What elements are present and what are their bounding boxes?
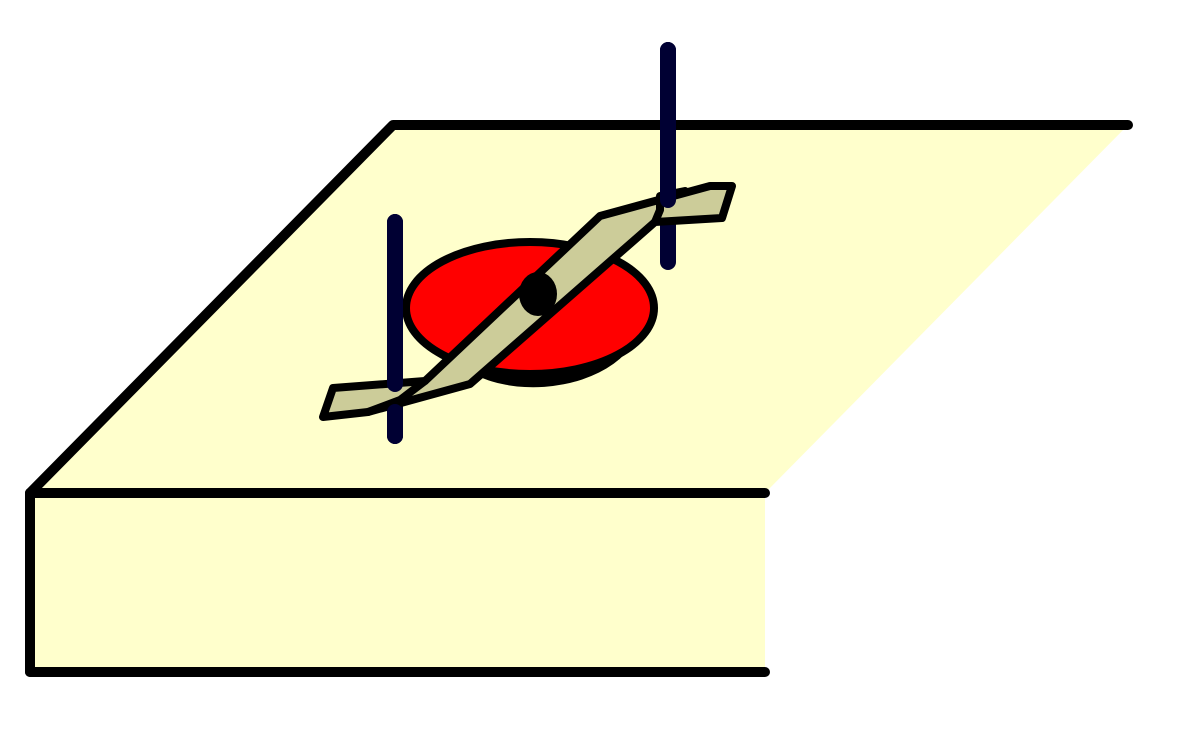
arm-left-notch: [364, 377, 429, 416]
board-top-outline: [25, 120, 1133, 498]
board: [25, 120, 1133, 677]
pivot-dot: [519, 272, 557, 316]
board-front-face: [30, 493, 765, 672]
